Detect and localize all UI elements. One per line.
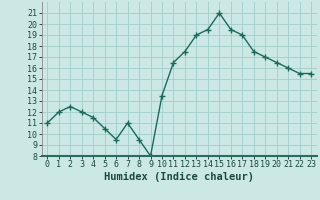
X-axis label: Humidex (Indice chaleur): Humidex (Indice chaleur)	[104, 172, 254, 182]
